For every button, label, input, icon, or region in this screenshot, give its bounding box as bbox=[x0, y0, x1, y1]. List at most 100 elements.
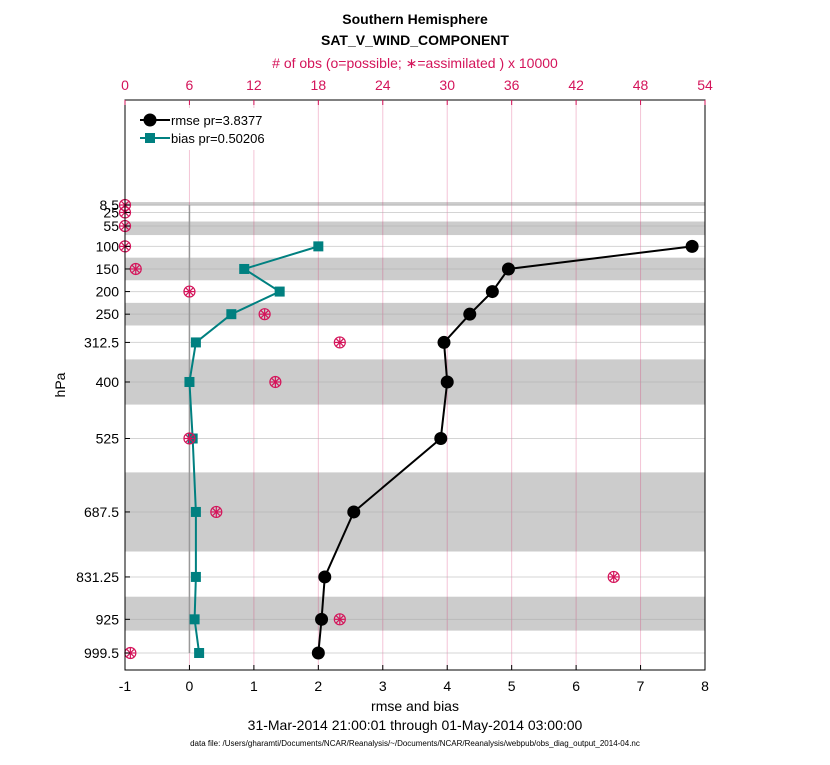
legend: rmse pr=3.8377 bias pr=0.50206 bbox=[135, 108, 275, 150]
top-tick-label: 24 bbox=[375, 77, 391, 93]
top-tick-label: 0 bbox=[121, 77, 129, 93]
top-tick-label: 18 bbox=[311, 77, 327, 93]
obs-possible-marker bbox=[210, 505, 223, 519]
obs-assimilated-marker bbox=[334, 614, 345, 625]
obs-assimilated-marker bbox=[125, 648, 136, 658]
rmse-point bbox=[434, 431, 448, 445]
y-tick-label: 100 bbox=[96, 238, 120, 254]
top-tick-label: 42 bbox=[568, 77, 584, 93]
y-tick-label: 25 bbox=[103, 204, 119, 220]
rmse-point bbox=[440, 375, 454, 389]
x-tick-label: 5 bbox=[508, 678, 516, 694]
y-tick-label: 831.25 bbox=[76, 569, 119, 585]
bias-point bbox=[226, 309, 237, 320]
obs-asterisk-stroke bbox=[260, 310, 269, 319]
obs-asterisk-stroke bbox=[212, 507, 221, 516]
y-tick-label: 525 bbox=[96, 430, 120, 446]
x-tick-label: 6 bbox=[572, 678, 580, 694]
top-tick-label: 36 bbox=[504, 77, 520, 93]
bias-point bbox=[274, 286, 285, 297]
x-tick-label: 7 bbox=[637, 678, 645, 694]
obs-asterisk-stroke bbox=[185, 287, 194, 296]
y-tick-label: 200 bbox=[96, 284, 120, 300]
obs-asterisk-stroke bbox=[271, 378, 280, 386]
obs-possible-marker bbox=[607, 570, 620, 584]
rmse-point bbox=[485, 285, 499, 299]
obs-assimilated-marker bbox=[184, 286, 195, 297]
x-tick-label: 0 bbox=[186, 678, 194, 694]
rmse-point bbox=[347, 505, 361, 519]
y-tick-label: 999.5 bbox=[84, 645, 119, 661]
rmse-point bbox=[311, 646, 325, 660]
obs-possible-marker bbox=[129, 262, 142, 276]
top-tick-label: 12 bbox=[246, 77, 262, 93]
x-tick-label: -1 bbox=[119, 678, 132, 694]
bias-point bbox=[190, 571, 201, 582]
legend-rmse-marker bbox=[143, 113, 157, 127]
legend-box bbox=[135, 108, 275, 150]
obs-assimilated-marker bbox=[184, 433, 195, 444]
data-file-note: data file: /Users/gharamti/Documents/NCA… bbox=[190, 739, 640, 748]
y-axis-label: hPa bbox=[52, 372, 68, 397]
x-tick-label: 8 bbox=[701, 678, 709, 694]
top-tick-label: 48 bbox=[633, 77, 649, 93]
x-tick-label: 3 bbox=[379, 678, 387, 694]
obs-possible-marker bbox=[269, 375, 282, 389]
bias-point bbox=[190, 506, 201, 517]
obs-asterisk-stroke bbox=[131, 265, 140, 273]
y-tick-label: 150 bbox=[96, 261, 120, 277]
grey-band bbox=[125, 202, 705, 206]
obs-assimilated-marker bbox=[608, 571, 619, 582]
top-tick-label: 6 bbox=[186, 77, 194, 93]
legend-bias-marker bbox=[145, 133, 155, 143]
bias-point bbox=[184, 376, 195, 387]
rmse-point bbox=[318, 570, 332, 584]
bias-point bbox=[194, 648, 205, 658]
bias-point bbox=[239, 263, 250, 274]
obs-possible-marker bbox=[333, 613, 346, 626]
rmse-point bbox=[315, 612, 329, 626]
obs-asterisk-stroke bbox=[335, 615, 344, 624]
y-tick-label: 400 bbox=[96, 374, 120, 390]
chart-subtitle: SAT_V_WIND_COMPONENT bbox=[321, 32, 509, 48]
grey-band bbox=[125, 221, 705, 236]
x-axis-label: rmse and bias bbox=[371, 698, 459, 714]
rmse-point bbox=[463, 307, 477, 321]
obs-possible-marker bbox=[183, 432, 196, 445]
obs-possible-marker bbox=[258, 308, 271, 321]
bias-point bbox=[189, 614, 200, 625]
x-tick-label: 2 bbox=[314, 678, 322, 694]
obs-asterisk-stroke bbox=[609, 572, 618, 581]
series-layer bbox=[118, 198, 699, 660]
obs-assimilated-marker bbox=[211, 506, 222, 517]
obs-assimilated-marker bbox=[270, 376, 281, 387]
obs-possible-marker bbox=[333, 336, 346, 349]
y-tick-label: 55 bbox=[103, 218, 119, 234]
top-tick-label: 30 bbox=[439, 77, 455, 93]
obs-asterisk-stroke bbox=[335, 338, 344, 347]
bias-point bbox=[313, 241, 324, 252]
x-tick-label: 4 bbox=[443, 678, 451, 694]
rmse-point bbox=[437, 335, 451, 349]
axis-ticks: -1 0 1 2 3 4 5 6 7 80 6 12 18 24 30 36 42 48 548.525551001… bbox=[76, 77, 713, 694]
obs-possible-marker bbox=[183, 285, 196, 298]
bias-point bbox=[190, 337, 201, 348]
grey-band bbox=[125, 596, 705, 631]
obs-assimilated-marker bbox=[130, 263, 141, 274]
legend-rmse-label: rmse pr=3.8377 bbox=[171, 113, 262, 128]
y-tick-label: 687.5 bbox=[84, 504, 119, 520]
rmse-point bbox=[685, 239, 699, 253]
x-tick-label: 1 bbox=[250, 678, 258, 694]
y-tick-label: 250 bbox=[96, 306, 120, 322]
y-tick-label: 925 bbox=[96, 611, 120, 627]
legend-bias-label: bias pr=0.50206 bbox=[171, 131, 265, 146]
chart-title: Southern Hemisphere bbox=[342, 11, 488, 27]
obs-assimilated-marker bbox=[334, 337, 345, 348]
obs-asterisk-stroke bbox=[185, 434, 194, 443]
date-range: 31-Mar-2014 21:00:01 through 01-May-2014… bbox=[248, 717, 583, 733]
y-tick-label: 8.5 bbox=[100, 197, 120, 213]
rmse-point bbox=[501, 262, 515, 276]
plot-frame bbox=[124, 99, 706, 671]
top-axis-label: # of obs (o=possible; ∗=assimilated ) x … bbox=[272, 55, 558, 71]
